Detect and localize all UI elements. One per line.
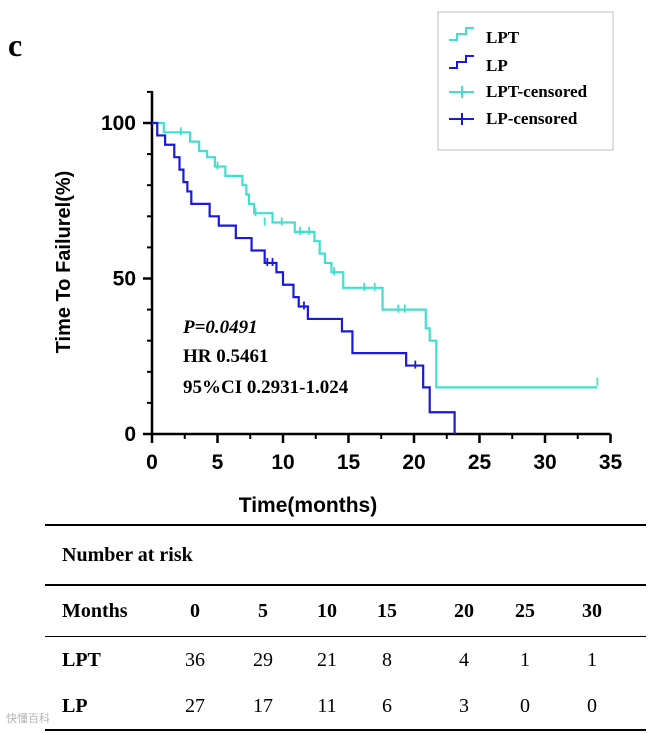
legend-lp-censored-symbol bbox=[449, 113, 474, 125]
x-tick-label: 15 bbox=[337, 451, 361, 474]
lpt-curve bbox=[152, 121, 598, 389]
risk-cell: 29 bbox=[253, 648, 273, 671]
risk-cell: 11 bbox=[317, 694, 337, 717]
legend-box bbox=[437, 11, 614, 151]
risk-header-cell: 5 bbox=[258, 599, 268, 622]
legend: LPT LP LPT-censored LP-censored bbox=[437, 11, 614, 151]
x-tick-label: 25 bbox=[468, 451, 492, 474]
x-tick-label: 30 bbox=[533, 451, 556, 474]
legend-lpt-censored-label: LPT-censored bbox=[486, 82, 588, 101]
risk-cell: 27 bbox=[185, 694, 205, 717]
y-tick-label: 0 bbox=[124, 423, 136, 446]
risk-cell: 0 bbox=[520, 694, 530, 717]
risk-header-cell: 0 bbox=[190, 599, 200, 622]
legend-lpt-label: LPT bbox=[486, 28, 520, 47]
risk-row-label: LPT bbox=[62, 648, 101, 671]
risk-cell: 8 bbox=[382, 648, 392, 671]
x-tick-label: 5 bbox=[212, 451, 224, 474]
risk-header-cell: 10 bbox=[317, 599, 337, 622]
watermark: 快懂百科 bbox=[6, 712, 50, 725]
risk-header-cell: 30 bbox=[582, 599, 602, 622]
risk-cell: 4 bbox=[459, 648, 469, 671]
risk-table-title: Number at risk bbox=[45, 526, 646, 586]
panel-label: c bbox=[8, 27, 22, 63]
risk-cell: 1 bbox=[587, 648, 597, 671]
legend-lpt-symbol bbox=[449, 27, 474, 41]
x-axis-label: Time(months) bbox=[239, 494, 377, 517]
risk-cell: 6 bbox=[382, 694, 392, 717]
confidence-interval: 95%CI 0.2931-1.024 bbox=[183, 377, 349, 398]
km-chart: c LPT LP LPT-censored LP-censored 0 5 10 15… bbox=[8, 11, 623, 517]
risk-header-cell: 15 bbox=[377, 599, 397, 622]
x-tick-label: 10 bbox=[271, 451, 294, 474]
legend-lpt-censored-symbol bbox=[449, 86, 474, 98]
x-tick-label: 20 bbox=[402, 451, 425, 474]
risk-cell: 0 bbox=[587, 694, 597, 717]
y-tick-label: 50 bbox=[113, 268, 136, 291]
p-value: P=0.0491 bbox=[182, 317, 258, 338]
hazard-ratio: HR 0.5461 bbox=[183, 346, 269, 367]
risk-cell: 36 bbox=[185, 648, 205, 671]
series-layer bbox=[152, 121, 599, 434]
x-tick-label: 0 bbox=[146, 451, 158, 474]
risk-row-lp: LP 27 17 11 6 3 0 0 bbox=[45, 683, 646, 729]
lp-curve bbox=[152, 121, 456, 434]
risk-table-header-row: Months 0 5 10 15 20 25 30 bbox=[45, 586, 646, 637]
y-axis-label: Time To Failurel(%) bbox=[53, 171, 75, 354]
risk-row-lpt: LPT 36 29 21 8 4 1 1 bbox=[45, 637, 646, 683]
number-at-risk-table: Number at risk Months 0 5 10 15 20 25 30 LPT 3… bbox=[45, 524, 646, 731]
legend-lp-censored-label: LP-censored bbox=[486, 109, 578, 128]
legend-lp-symbol bbox=[449, 55, 474, 69]
y-tick-label: 100 bbox=[101, 112, 136, 135]
axes: 0 5 10 15 20 25 30 35 0 50 100 bbox=[101, 90, 623, 474]
risk-cell: 17 bbox=[253, 694, 273, 717]
risk-header-cell: 25 bbox=[515, 599, 535, 622]
risk-cell: 1 bbox=[520, 648, 530, 671]
x-tick-label: 35 bbox=[599, 451, 623, 474]
risk-cell: 3 bbox=[459, 694, 469, 717]
risk-row-label: LP bbox=[62, 694, 88, 717]
risk-cell: 21 bbox=[317, 648, 337, 671]
legend-lp-label: LP bbox=[486, 56, 508, 75]
risk-header-label: Months bbox=[62, 599, 128, 622]
risk-header-cell: 20 bbox=[454, 599, 474, 622]
